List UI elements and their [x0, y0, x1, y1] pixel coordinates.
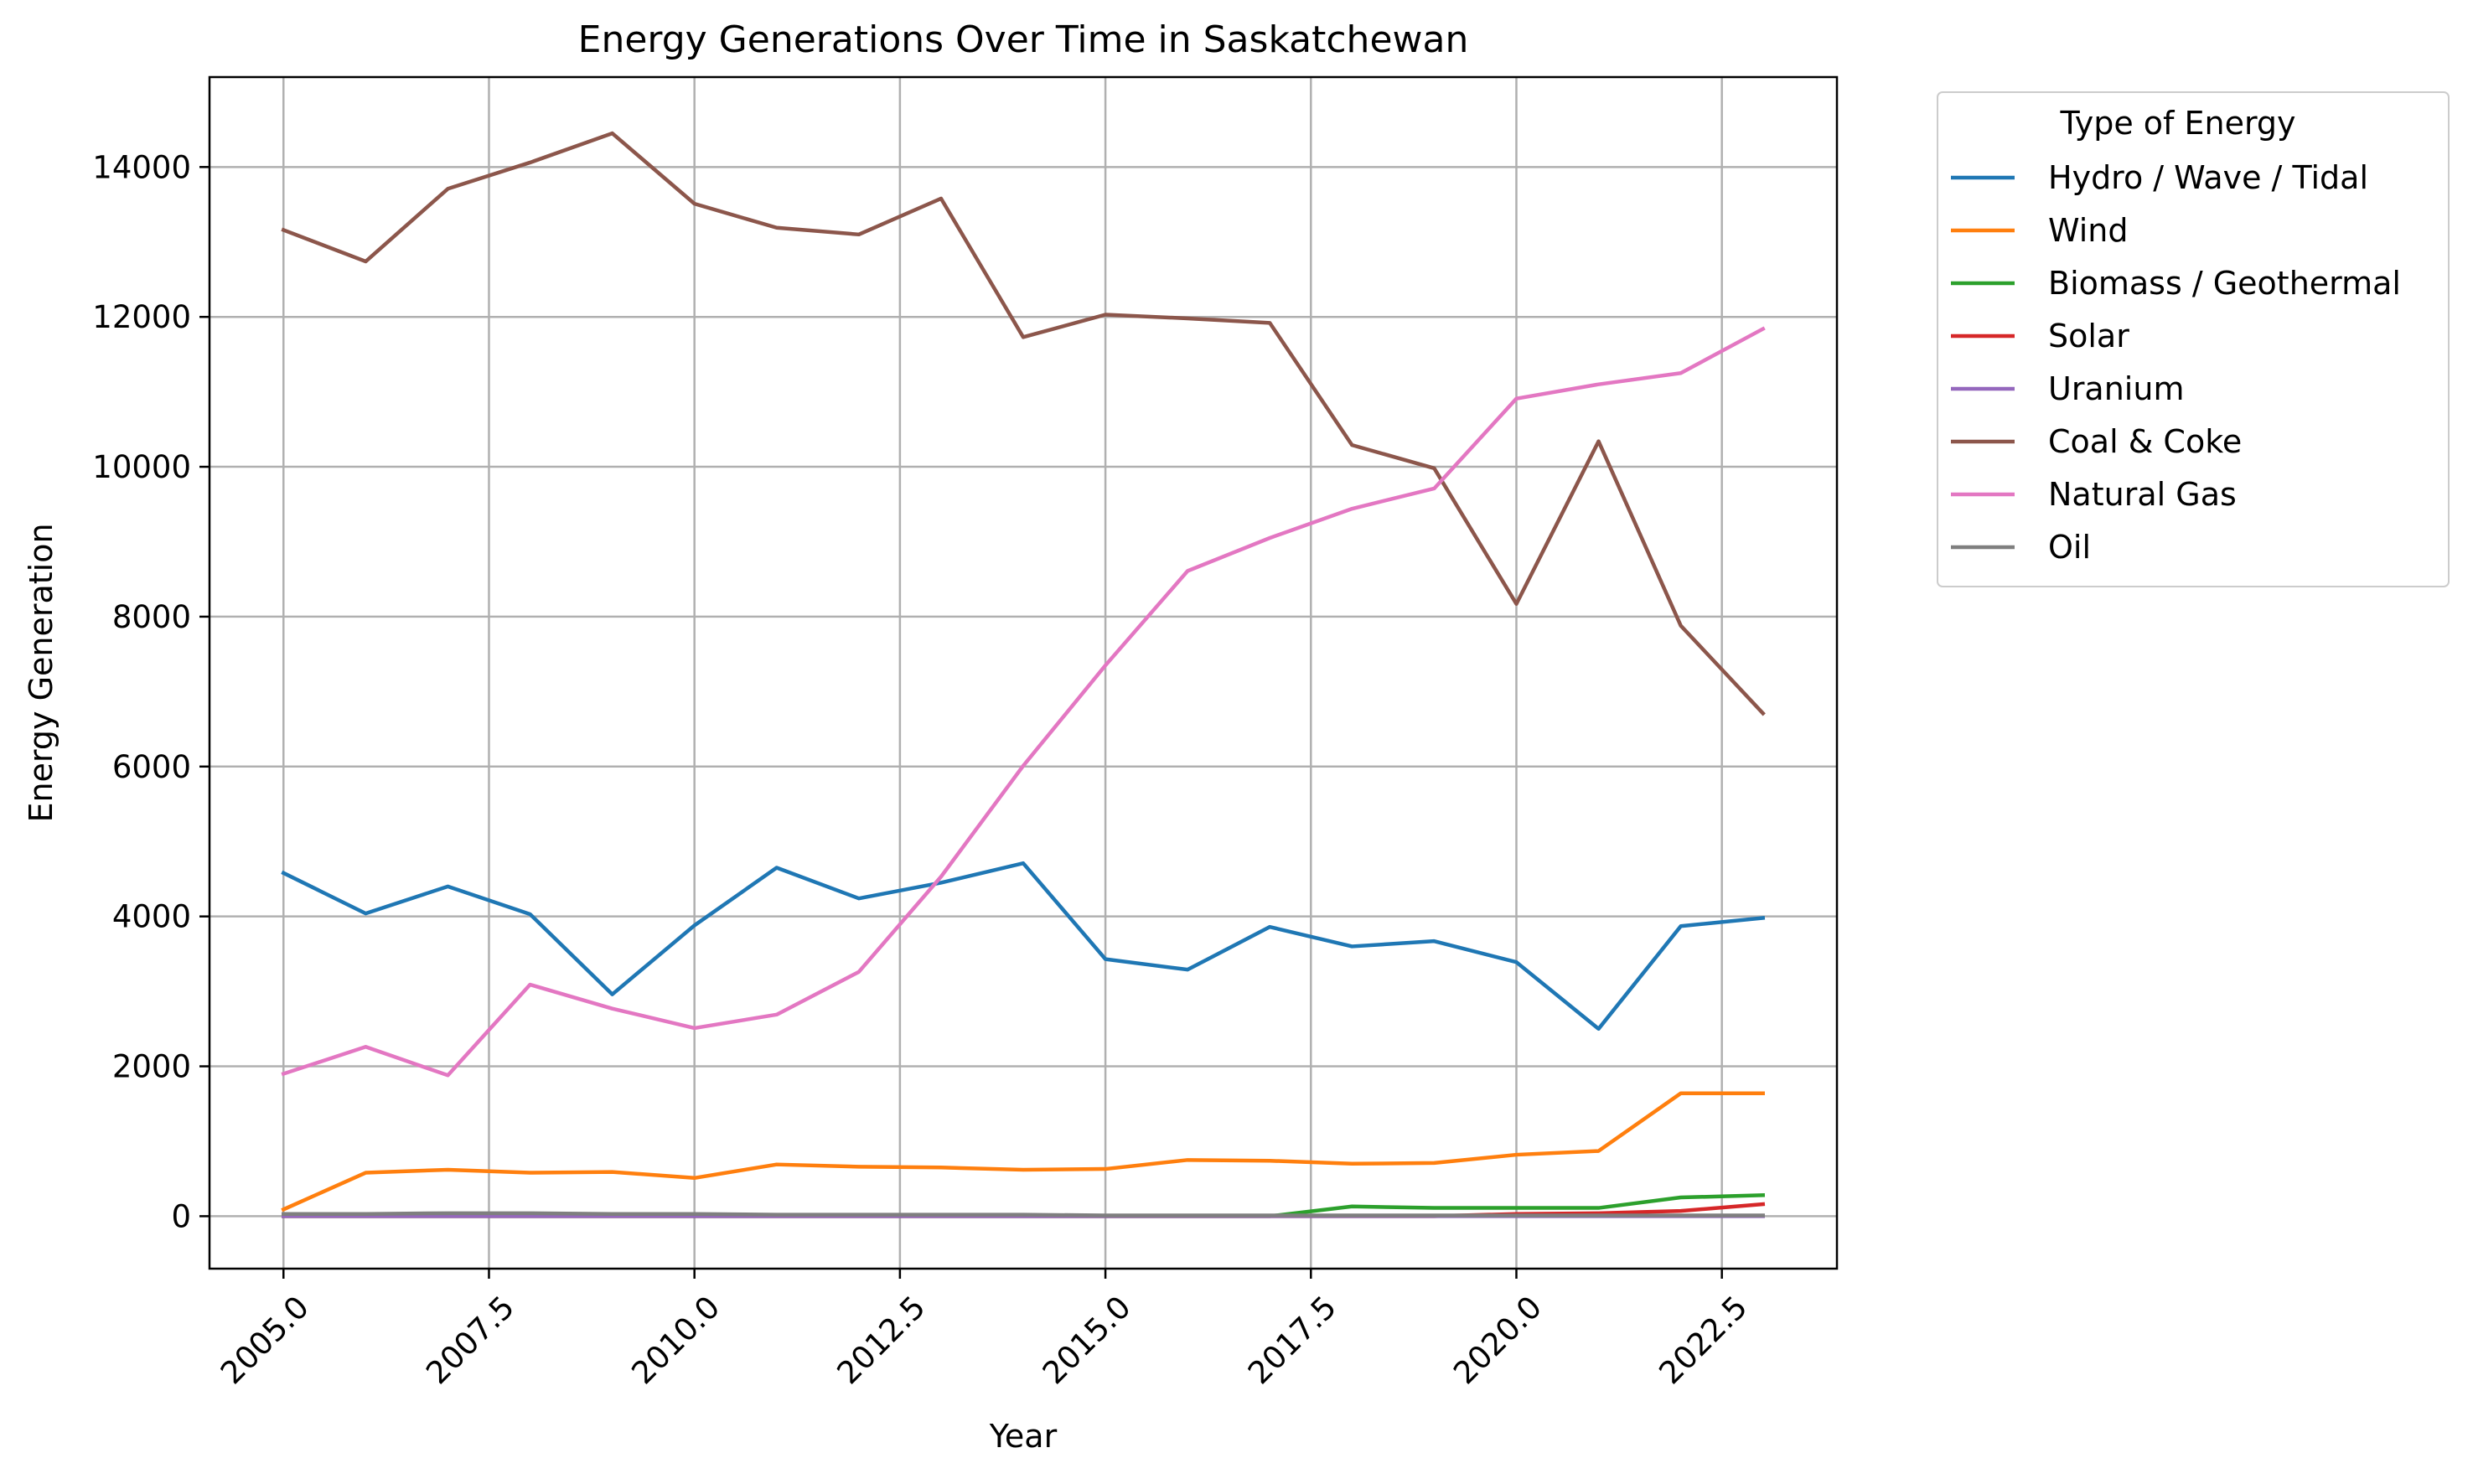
legend-box [1937, 91, 2450, 587]
legend: Type of Energy Hydro / Wave / Tidal Wind B… [1937, 91, 2450, 587]
series-line-oil [282, 1211, 1765, 1218]
legend-label: Biomass / Geothermal [2048, 265, 2401, 302]
legend-item: Coal & Coke [1951, 423, 2242, 460]
x-axis-label: Year [989, 1418, 1058, 1455]
y-tick-label: 6000 [112, 749, 191, 785]
legend-label: Hydro / Wave / Tidal [2048, 159, 2368, 196]
series-line-natural-gas [281, 326, 1766, 1078]
plot-area-frame [208, 75, 1839, 1270]
legend-label: Solar [2048, 318, 2129, 354]
legend-label: Natural Gas [2048, 476, 2237, 513]
legend-item: Oil [1951, 529, 2091, 566]
y-tick-label: 8000 [112, 599, 191, 635]
legend-title: Type of Energy [2059, 105, 2295, 142]
legend-item: Wind [1951, 212, 2129, 249]
legend-item: Natural Gas [1951, 476, 2237, 513]
series-line-hydro-wave-tidal [281, 861, 1766, 1032]
series-line-wind [281, 1091, 1765, 1213]
y-tick-label: 14000 [92, 149, 191, 185]
legend-item: Uranium [1951, 370, 2184, 407]
legend-items: Hydro / Wave / Tidal Wind Biomass / Geothe… [1951, 159, 2401, 566]
y-axis-label: Energy Generation [23, 523, 59, 822]
legend-label: Uranium [2048, 370, 2184, 407]
legend-item: Biomass / Geothermal [1951, 265, 2401, 302]
legend-item: Hydro / Wave / Tidal [1951, 159, 2368, 196]
legend-label: Oil [2048, 529, 2091, 566]
y-tick-label: 10000 [92, 449, 191, 485]
series-line-coal-coke [281, 131, 1766, 716]
y-tick-label: 2000 [112, 1049, 191, 1085]
y-tick-label: 12000 [92, 299, 191, 335]
series-lines [281, 131, 1766, 1218]
y-tick-label: 0 [171, 1198, 191, 1234]
y-tick-label: 4000 [112, 899, 191, 935]
legend-label: Wind [2048, 212, 2129, 249]
chart-title: Energy Generations Over Time in Saskatch… [578, 18, 1469, 61]
legend-item: Solar [1951, 318, 2129, 354]
legend-label: Coal & Coke [2048, 423, 2242, 460]
